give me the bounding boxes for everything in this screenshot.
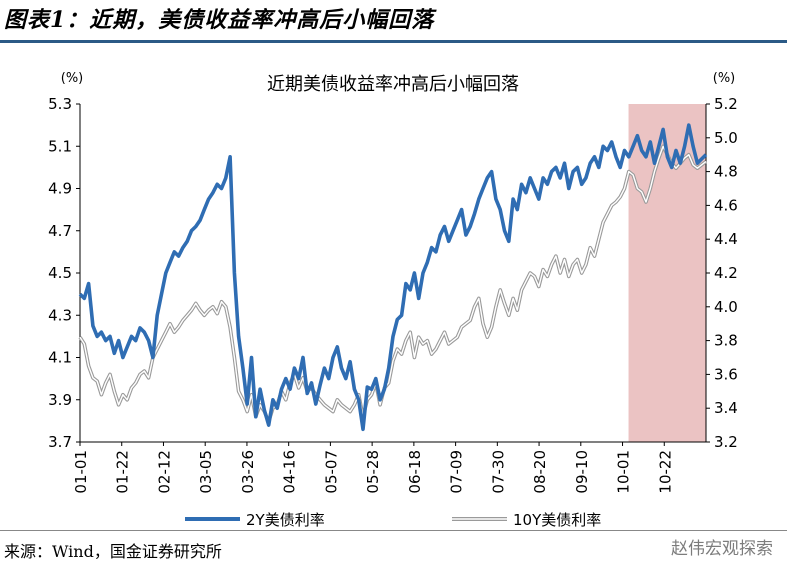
left-tick-label: 5.3 bbox=[48, 95, 72, 113]
x-tick-label: 01-22 bbox=[114, 450, 132, 494]
right-tick-label: 3.6 bbox=[714, 365, 738, 383]
left-tick-label: 3.7 bbox=[48, 433, 72, 451]
legend-label-2y: 2Y美债利率 bbox=[246, 511, 325, 529]
x-tick-label: 03-05 bbox=[197, 450, 215, 494]
left-tick-label: 4.7 bbox=[48, 222, 72, 240]
x-tick-label: 07-30 bbox=[489, 450, 507, 494]
x-tick-label: 09-10 bbox=[573, 450, 591, 494]
x-tick-label: 08-20 bbox=[531, 450, 549, 494]
source-note: 来源：Wind，国金证券研究所 bbox=[4, 542, 222, 561]
x-tick-label: 05-07 bbox=[322, 450, 340, 494]
series-10y-line-inner bbox=[79, 145, 707, 423]
x-tick-label: 10-01 bbox=[615, 450, 633, 494]
left-tick-label: 5.1 bbox=[48, 137, 72, 155]
right-tick-label: 4.8 bbox=[714, 163, 738, 181]
x-tick-label: 03-26 bbox=[239, 450, 257, 494]
right-tick-label: 3.8 bbox=[714, 332, 738, 350]
legend: 2Y美债利率 10Y美债利率 bbox=[185, 511, 601, 529]
left-tick-label: 4.9 bbox=[48, 180, 72, 198]
x-tick-label: 06-18 bbox=[406, 450, 424, 494]
watermark: 赵伟宏观探索 bbox=[671, 539, 773, 559]
figure-title: 图表1：近期，美债收益率冲高后小幅回落 bbox=[4, 7, 435, 33]
right-tick-label: 4.4 bbox=[714, 230, 738, 248]
x-tick-label: 02-12 bbox=[155, 450, 173, 494]
right-tick-label: 4.2 bbox=[714, 264, 738, 282]
source-rule bbox=[0, 530, 787, 531]
left-axis-unit: (%) bbox=[61, 71, 84, 86]
legend-label-10y: 10Y美债利率 bbox=[513, 511, 601, 529]
x-tick-label: 05-28 bbox=[364, 450, 382, 494]
left-tick-label: 4.1 bbox=[48, 349, 72, 367]
left-tick-label: 4.5 bbox=[48, 264, 72, 282]
title-rule bbox=[0, 40, 787, 43]
series-2y-line bbox=[78, 123, 708, 432]
right-tick-label: 3.2 bbox=[714, 433, 738, 451]
chart-title: 近期美债收益率冲高后小幅回落 bbox=[267, 74, 519, 95]
right-tick-label: 5.0 bbox=[714, 129, 738, 147]
x-tick-label: 01-01 bbox=[72, 450, 90, 494]
right-axis-unit: (%) bbox=[713, 71, 736, 86]
x-tick-label: 10-22 bbox=[656, 450, 674, 494]
left-tick-label: 4.3 bbox=[48, 306, 72, 324]
line-chart: 近期美债收益率冲高后小幅回落 (%) (%) 5.3 5.1 4.9 4.7 4.5 4.… bbox=[48, 71, 738, 529]
x-tick-label: 07-09 bbox=[448, 450, 466, 494]
x-tick-label: 04-16 bbox=[281, 450, 299, 494]
right-tick-label: 3.4 bbox=[714, 399, 738, 417]
left-tick-label: 3.9 bbox=[48, 391, 72, 409]
right-tick-label: 4.0 bbox=[714, 298, 738, 316]
series-10y-line bbox=[78, 144, 708, 424]
right-tick-label: 4.6 bbox=[714, 196, 738, 214]
right-tick-label: 5.2 bbox=[714, 95, 738, 113]
